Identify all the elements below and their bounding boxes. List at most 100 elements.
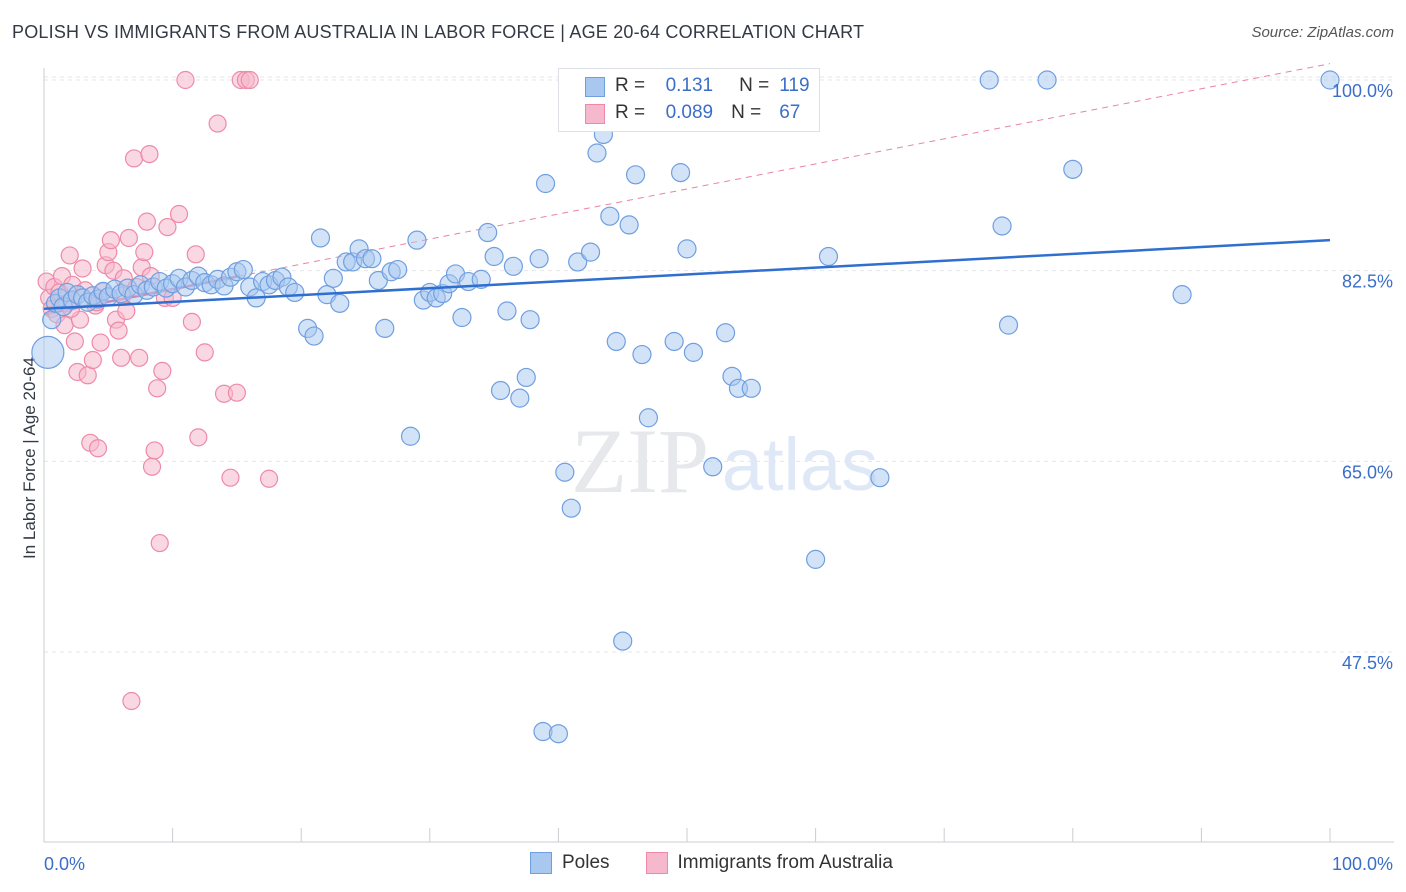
point-australia — [176, 70, 195, 90]
point-poles — [510, 388, 530, 408]
y-tick-label: 47.5% — [1342, 653, 1393, 673]
point-australia — [145, 441, 164, 460]
point-poles — [670, 163, 691, 183]
point-poles — [715, 323, 736, 343]
point-australia — [73, 259, 92, 278]
point-poles — [741, 378, 761, 398]
axes — [43, 68, 1394, 843]
point-poles — [600, 206, 620, 226]
point-poles — [677, 239, 697, 259]
point-australia — [101, 231, 120, 250]
point-australia — [153, 361, 172, 381]
point-poles — [979, 70, 999, 90]
point-australia — [182, 312, 201, 331]
point-poles — [818, 246, 839, 267]
point-poles — [561, 498, 581, 518]
point-australia — [109, 321, 128, 340]
point-poles — [323, 268, 343, 288]
point-poles — [548, 724, 569, 744]
points-australia — [37, 70, 279, 711]
point-poles — [992, 216, 1012, 236]
point-poles — [555, 462, 575, 482]
point-poles — [619, 215, 639, 235]
x-tick-label-min: 0.0% — [44, 854, 85, 874]
point-poles — [310, 228, 331, 248]
point-australia — [208, 114, 227, 133]
point-australia — [60, 246, 79, 265]
point-poles — [606, 331, 626, 352]
point-poles — [587, 143, 607, 163]
point-poles — [1320, 70, 1340, 90]
point-australia — [148, 379, 167, 398]
point-australia — [83, 350, 102, 370]
legend-r-value: 0.131 — [665, 75, 714, 96]
point-poles — [497, 301, 517, 321]
point-poles — [535, 173, 556, 194]
y-tick-label: 82.5% — [1342, 272, 1393, 292]
point-poles — [375, 318, 395, 339]
point-poles — [484, 246, 504, 267]
point-poles — [998, 315, 1019, 335]
point-poles — [362, 249, 382, 269]
legend-r-label: R = — [615, 75, 646, 96]
point-australia — [186, 245, 205, 264]
point-poles — [31, 335, 65, 369]
point-poles — [503, 256, 523, 276]
point-australia — [135, 243, 154, 262]
bottom-legend-label-australia: Immigrants from Australia — [677, 852, 893, 873]
point-poles — [330, 293, 350, 313]
point-australia — [65, 332, 84, 351]
point-poles — [568, 252, 588, 272]
bottom-legend-swatch-australia — [645, 852, 668, 874]
point-poles — [407, 230, 427, 250]
watermark-atlas: atlas — [722, 423, 878, 506]
trend-line-poles-solid — [43, 238, 1331, 311]
point-poles — [520, 310, 540, 330]
point-poles — [304, 326, 324, 346]
legend-r-value: 0.089 — [665, 102, 714, 123]
bottom-legend: Poles Immigrants from Australia — [530, 852, 893, 874]
point-poles — [632, 344, 652, 365]
point-australia — [130, 348, 149, 367]
chart-title: POLISH VS IMMIGRANTS FROM AUSTRALIA IN L… — [12, 22, 865, 42]
stats-legend: R = 0.131 N = 119 R = 0.089 N = 67 — [558, 68, 820, 132]
point-australia — [240, 70, 259, 90]
point-poles — [471, 269, 491, 289]
point-australia — [112, 348, 131, 367]
legend-r-label: R = — [615, 102, 646, 123]
point-poles — [285, 282, 305, 303]
source-label: Source: ZipAtlas.com — [1251, 24, 1394, 41]
point-australia — [78, 366, 97, 385]
point-poles — [490, 380, 511, 401]
watermark-zip: ZIP — [571, 410, 709, 512]
point-australia — [124, 149, 144, 168]
bottom-legend-swatch-poles — [530, 852, 552, 874]
watermark: ZIP atlas — [571, 410, 878, 512]
point-poles — [516, 367, 536, 388]
bottom-legend-label-poles: Poles — [562, 852, 610, 873]
point-australia — [169, 204, 189, 224]
tick-labels: 47.5% 65.0% 82.5% 100.0% 0.0% 100.0% — [44, 81, 1393, 874]
legend-n-value: 67 — [779, 102, 801, 123]
point-poles — [452, 307, 472, 328]
y-tick-label: 100.0% — [1332, 81, 1393, 101]
legend-swatch-poles — [585, 77, 605, 97]
trend-line-poles — [43, 238, 1331, 311]
point-australia — [227, 383, 246, 402]
point-poles — [703, 457, 723, 477]
point-poles — [683, 342, 704, 362]
points-poles — [31, 70, 1340, 744]
point-australia — [195, 343, 214, 362]
point-poles — [529, 249, 549, 269]
point-australia — [259, 469, 279, 488]
point-poles — [388, 259, 408, 280]
point-poles — [1172, 285, 1192, 305]
point-australia — [221, 468, 240, 487]
legend-n-label: N = — [739, 75, 770, 96]
point-australia — [88, 439, 108, 458]
point-poles — [664, 331, 684, 352]
legend-n-label: N = — [731, 102, 762, 123]
y-tick-label: 65.0% — [1342, 462, 1393, 482]
point-poles — [478, 222, 498, 243]
